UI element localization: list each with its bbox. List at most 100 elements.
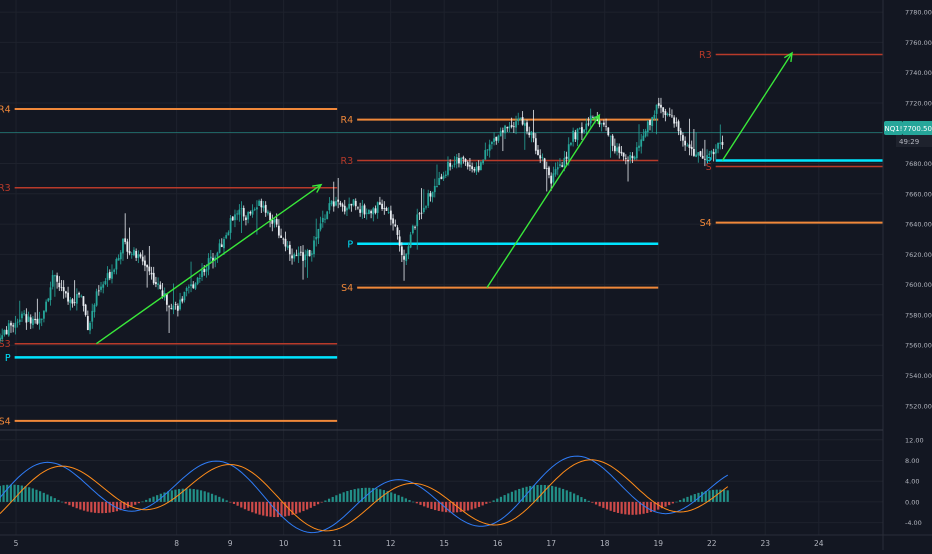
- y-tick-label: 7640.00: [905, 221, 932, 229]
- macd-histogram-bar: [631, 501, 634, 515]
- candle-body: [27, 316, 30, 322]
- macd-histogram-bar: [214, 495, 217, 502]
- candle-body: [653, 114, 656, 119]
- macd-histogram-bar: [346, 491, 349, 502]
- candle-body: [295, 255, 298, 257]
- macd-histogram-bar: [679, 500, 682, 502]
- candle-body: [602, 122, 605, 125]
- trend-arrow-line: [95, 184, 322, 345]
- macd-histogram-bar: [540, 484, 543, 502]
- macd-histogram-bar: [587, 500, 590, 502]
- candle-body: [262, 205, 265, 208]
- candle-body: [453, 163, 456, 165]
- candle-body: [690, 146, 693, 150]
- macd-histogram-bar: [35, 489, 38, 502]
- candle-body: [585, 123, 588, 130]
- candle-body: [431, 191, 434, 198]
- candle-body: [427, 193, 430, 206]
- macd-histogram-bar: [9, 484, 12, 502]
- macd-histogram-bar: [342, 492, 345, 502]
- macd-histogram-bar: [71, 501, 75, 507]
- candle-body: [14, 322, 17, 328]
- candle-body: [508, 126, 511, 129]
- macd-histogram-bar: [327, 498, 331, 502]
- candle-body: [543, 158, 546, 169]
- candle-body: [75, 293, 78, 304]
- macd-histogram-bar: [306, 501, 309, 510]
- macd-histogram-bar: [349, 489, 353, 502]
- pivot-level-label: S3: [0, 339, 11, 350]
- macd-histogram-bar: [309, 501, 312, 508]
- candle-body: [570, 142, 572, 145]
- candle-body: [29, 317, 32, 324]
- y-tick-label: 7720.00: [905, 99, 932, 107]
- macd-histogram-bar: [320, 501, 323, 503]
- macd-panel: [0, 455, 729, 534]
- candle-body: [159, 284, 162, 289]
- candle-body: [115, 259, 118, 270]
- candle-body: [697, 152, 700, 156]
- candle-body: [589, 115, 592, 124]
- candle-body: [128, 251, 131, 254]
- candle-body: [372, 208, 375, 215]
- x-tick-label: 11: [332, 539, 342, 548]
- macd-histogram-bar: [280, 501, 283, 517]
- macd-histogram-bar: [690, 495, 693, 502]
- candle-body: [462, 157, 465, 159]
- candle-body: [247, 212, 250, 220]
- candle-body: [196, 277, 199, 284]
- macd-histogram-bar: [583, 498, 587, 502]
- macd-histogram-bar: [108, 501, 111, 513]
- macd-histogram-bar: [485, 501, 488, 504]
- candle-body: [111, 271, 113, 279]
- candle-body: [304, 254, 307, 261]
- candle-body: [339, 202, 342, 205]
- candle-body: [1, 335, 4, 340]
- candle-body: [91, 310, 94, 322]
- macd-histogram-bar: [97, 501, 100, 514]
- candle-body: [321, 217, 324, 223]
- candle-body: [155, 282, 157, 285]
- macd-histogram-bar: [353, 489, 356, 502]
- candle-body: [469, 165, 471, 167]
- candle-body: [60, 287, 63, 289]
- candle-body: [378, 202, 381, 205]
- macd-histogram-bar: [466, 501, 470, 511]
- macd-tick-label: 0.00: [905, 498, 919, 506]
- macd-histogram-bar: [437, 501, 440, 511]
- candle-body: [249, 211, 252, 214]
- candle-body: [405, 253, 408, 262]
- candle-body: [203, 269, 206, 273]
- candle-body: [495, 136, 498, 141]
- macd-histogram-bar: [232, 501, 236, 504]
- macd-histogram-bar: [207, 492, 210, 502]
- candle-body: [517, 118, 520, 122]
- macd-histogram-bar: [130, 501, 133, 507]
- candle-body: [528, 132, 531, 136]
- macd-histogram-bar: [441, 501, 444, 512]
- macd-histogram-bar: [229, 501, 232, 503]
- macd-histogram-bar: [218, 496, 221, 502]
- macd-histogram-bar: [609, 501, 612, 511]
- candle-body: [717, 142, 719, 149]
- badge-layer: NQ1! 7700.50 49:29: [884, 121, 932, 147]
- macd-histogram-bar: [174, 489, 177, 502]
- candle-body: [519, 117, 522, 120]
- candle-body: [328, 203, 331, 211]
- candle-body: [176, 305, 179, 311]
- macd-histogram-bar: [145, 499, 148, 502]
- macd-histogram-bar: [401, 496, 404, 502]
- candle-body: [374, 208, 377, 213]
- candle-body: [657, 103, 660, 106]
- candle-body: [668, 114, 671, 116]
- macd-histogram-bar: [481, 501, 484, 506]
- macd-histogram-bar: [397, 495, 400, 502]
- macd-histogram-bar: [722, 489, 726, 502]
- candle-body: [708, 153, 711, 155]
- candle-body: [440, 176, 443, 180]
- candle-body: [389, 210, 392, 220]
- macd-histogram-bar: [704, 490, 707, 502]
- candle-body: [64, 291, 67, 294]
- price-axis[interactable]: [883, 0, 932, 550]
